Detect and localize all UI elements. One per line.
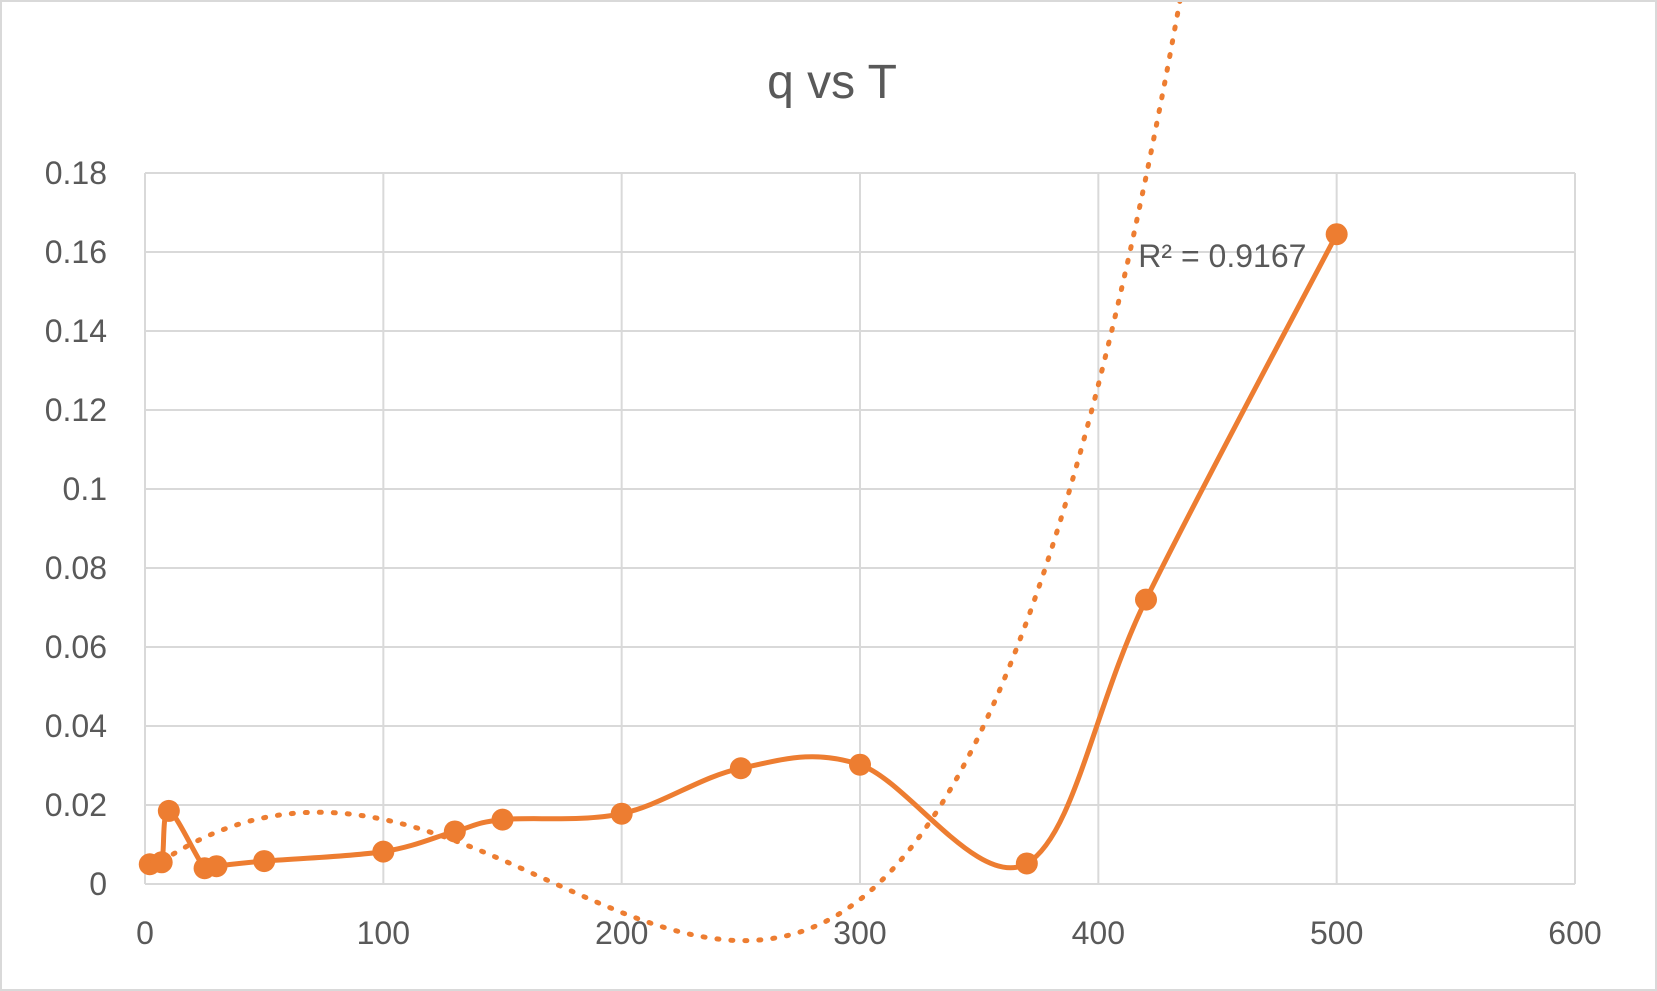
data-point — [150, 851, 173, 874]
y-tick-label: 0.18 — [45, 155, 107, 191]
tick-labels: 0 0.02 0.04 0.06 0.08 0.1 0.12 0.14 0.16 0.18 0 100… — [45, 155, 1602, 951]
y-tick-label: 0.12 — [45, 392, 107, 428]
data-point — [1135, 588, 1157, 611]
x-tick-label: 300 — [833, 915, 886, 951]
y-tick-label: 0.06 — [45, 629, 107, 665]
y-tick-label: 0.16 — [45, 234, 107, 270]
data-point — [849, 753, 871, 776]
gridlines — [144, 172, 1576, 885]
x-tick-label: 500 — [1310, 915, 1363, 951]
r-squared-annotation: R² = 0.9167 — [1138, 238, 1306, 274]
data-point — [729, 757, 752, 780]
y-tick-label: 0.14 — [45, 313, 107, 349]
x-tick-label: 600 — [1548, 915, 1601, 951]
y-tick-label: 0 — [89, 866, 107, 902]
x-tick-label: 100 — [357, 915, 410, 951]
trendline-path — [147, 2, 1183, 944]
data-point — [372, 840, 395, 863]
y-tick-label: 0.08 — [45, 550, 107, 586]
chart-title: q vs T — [767, 56, 897, 109]
data-point — [1015, 852, 1038, 875]
x-tick-label: 0 — [136, 915, 154, 951]
x-tick-label: 200 — [595, 915, 648, 951]
data-point — [205, 855, 228, 878]
data-point — [610, 802, 633, 825]
x-tick-label: 400 — [1072, 915, 1125, 951]
y-tick-label: 0.1 — [63, 471, 107, 507]
data-point — [253, 850, 276, 873]
trendline — [147, 2, 1183, 944]
data-point — [157, 799, 180, 822]
data-point — [491, 808, 514, 831]
y-tick-label: 0.04 — [45, 708, 107, 744]
series — [138, 223, 1348, 880]
data-point — [443, 820, 466, 843]
data-point — [1325, 223, 1348, 246]
y-tick-label: 0.02 — [45, 787, 107, 823]
